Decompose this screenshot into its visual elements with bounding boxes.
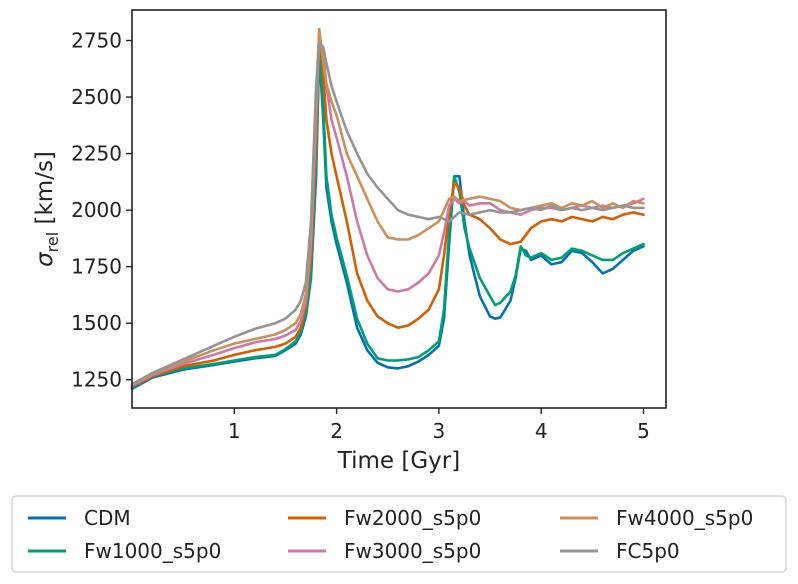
x-tick-label: 2 [330,419,343,443]
ticks-layer: 1 2 3 4 5 1250 1500 1750 2000 2250 2500 2750 [71,29,650,443]
x-axis-label: Time [Gyr] [337,448,460,474]
series-line-fc5p0 [130,41,645,386]
legend-label: Fw3000_s5p0 [344,539,481,563]
legend-label: CDM [84,506,131,530]
series-line-fw2000-s5p0 [130,27,645,388]
series-line-fw1000-s5p0 [130,45,645,389]
legend-label: Fw2000_s5p0 [344,506,481,530]
x-tick-label: 5 [637,419,650,443]
legend-item-fw2000-s5p0: Fw2000_s5p0 [288,506,481,530]
legend-item-fw3000-s5p0: Fw3000_s5p0 [288,539,481,563]
legend-entries: CDM Fw1000_s5p0 Fw2000_s5p0 Fw3000_s5p0 Fw40… [28,506,753,563]
y-tick-label: 2500 [71,85,122,109]
legend-item-fw1000-s5p0: Fw1000_s5p0 [28,539,221,563]
legend-label: Fw1000_s5p0 [84,539,221,563]
legend-item-fw4000-s5p0: Fw4000_s5p0 [560,506,753,530]
legend: CDM Fw1000_s5p0 Fw2000_s5p0 Fw3000_s5p0 Fw40… [11,495,787,573]
legend-label: FC5p0 [616,539,680,563]
series-layer [130,27,645,391]
plot-frame [131,9,667,409]
y-tick-label: 1500 [71,311,122,335]
x-tick-label: 1 [228,419,241,443]
x-tick-label: 3 [433,419,446,443]
legend-frame [11,495,787,573]
legend-label: Fw4000_s5p0 [616,506,753,530]
legend-item-fc5p0: FC5p0 [560,539,680,563]
y-tick-label: 2000 [71,198,122,222]
series-line-fw4000-s5p0 [130,27,645,386]
x-tick-label: 4 [535,419,548,443]
legend-item-cdm: CDM [28,506,131,530]
y-axis-label: σrel [km/s] [32,151,62,267]
y-tick-label: 1750 [71,255,122,279]
y-tick-label: 1250 [71,368,122,392]
series-line-fw3000-s5p0 [130,36,645,387]
y-tick-label: 2750 [71,29,122,53]
y-tick-label: 2250 [71,142,122,166]
